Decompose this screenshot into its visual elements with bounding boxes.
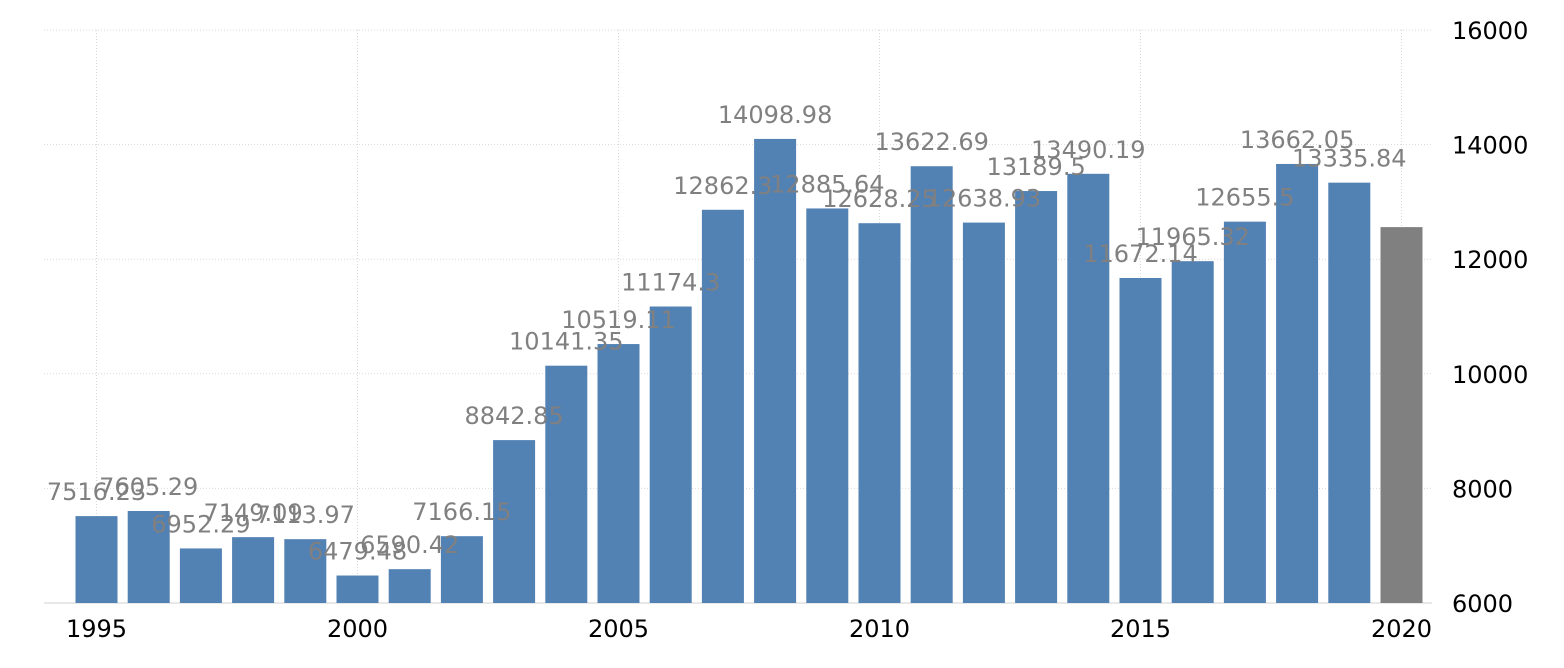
- data-label: 6590.42: [360, 531, 459, 559]
- data-label: 13189.5: [986, 153, 1085, 181]
- bar[interactable]: [754, 138, 797, 603]
- bars: [75, 138, 1423, 604]
- forecast-bar[interactable]: [1380, 227, 1423, 603]
- bar[interactable]: [1171, 261, 1214, 603]
- bar[interactable]: [649, 306, 692, 603]
- bar[interactable]: [1119, 277, 1162, 603]
- data-label: 7166.15: [412, 498, 511, 526]
- data-label: 12885.64: [770, 170, 885, 198]
- bar[interactable]: [1276, 163, 1319, 603]
- data-label: 10519.11: [561, 306, 676, 334]
- bar[interactable]: [910, 166, 953, 604]
- bar[interactable]: [179, 548, 222, 603]
- data-label: 11965.32: [1135, 223, 1250, 251]
- bar[interactable]: [545, 365, 588, 603]
- x-tick-label: 2000: [327, 615, 388, 643]
- data-label: 13335.84: [1292, 145, 1407, 173]
- data-label: 11174.3: [621, 269, 720, 297]
- bar[interactable]: [336, 575, 379, 603]
- data-label: 13490.19: [1031, 136, 1146, 164]
- data-label: 6479.48: [308, 538, 407, 566]
- x-tick-label: 1995: [66, 615, 127, 643]
- data-label: 12628.25: [822, 185, 937, 213]
- x-tick-label: 2015: [1110, 615, 1171, 643]
- data-label: 7113.97: [256, 501, 355, 529]
- data-label: 14098.98: [718, 101, 833, 129]
- data-label: 13662.05: [1240, 126, 1355, 154]
- bar[interactable]: [75, 516, 118, 603]
- y-tick-label: 6000: [1452, 590, 1513, 618]
- bar[interactable]: [1067, 173, 1110, 603]
- x-tick-label: 2020: [1371, 615, 1432, 643]
- y-tick-label: 14000: [1452, 132, 1528, 160]
- bar[interactable]: [440, 536, 483, 603]
- y-tick-label: 10000: [1452, 361, 1528, 389]
- bar[interactable]: [232, 537, 275, 603]
- data-label: 7149.09: [203, 499, 302, 527]
- bar[interactable]: [1223, 221, 1266, 604]
- bar[interactable]: [806, 208, 849, 604]
- bar[interactable]: [493, 440, 536, 603]
- bar[interactable]: [962, 222, 1005, 604]
- y-axis-ticks: 6000 8000 10000 12000 14000 16000: [1452, 17, 1528, 618]
- x-tick-label: 2005: [588, 615, 649, 643]
- x-axis-ticks: 1995 2000 2005 2010 2015 2020: [66, 615, 1432, 643]
- y-tick-label: 8000: [1452, 475, 1513, 503]
- bar[interactable]: [1015, 191, 1058, 603]
- y-tick-label: 12000: [1452, 246, 1528, 274]
- data-label: 12862.3: [673, 172, 772, 200]
- x-tick-label: 2010: [849, 615, 910, 643]
- data-label: 12638.93: [927, 185, 1042, 213]
- data-label: 10141.35: [509, 328, 624, 356]
- bar[interactable]: [701, 209, 744, 603]
- bar[interactable]: [284, 539, 327, 603]
- data-label: 8842.85: [464, 402, 563, 430]
- data-label: 12655.5: [1195, 184, 1294, 212]
- data-label: 7516.23: [47, 478, 146, 506]
- bar[interactable]: [858, 223, 901, 603]
- data-label: 6952.29: [151, 510, 250, 538]
- data-label: 11672.14: [1083, 240, 1198, 268]
- data-label: 13622.69: [874, 128, 989, 156]
- bar[interactable]: [1328, 182, 1371, 603]
- bar[interactable]: [127, 511, 170, 603]
- bar[interactable]: [597, 344, 640, 603]
- data-label: 7605.29: [99, 473, 198, 501]
- bar[interactable]: [388, 569, 431, 603]
- y-tick-label: 16000: [1452, 17, 1528, 45]
